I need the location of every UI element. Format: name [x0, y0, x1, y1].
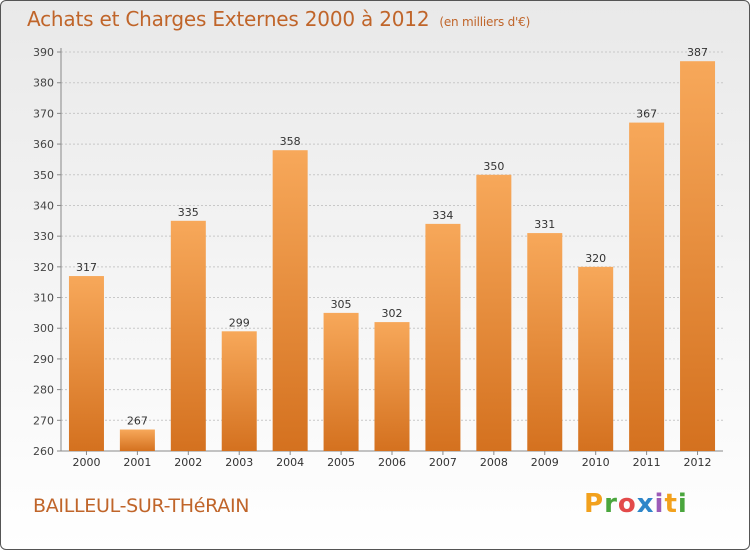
data-label: 302: [382, 307, 403, 320]
x-tick-label: 2007: [429, 456, 457, 469]
commune-name: BAILLEUL-SUR-THéRAIN: [33, 495, 250, 517]
chart-title-unit: (en milliers d'€): [439, 15, 531, 29]
bars: [68, 61, 716, 451]
x-tick-label: 2001: [123, 456, 151, 469]
bar: [374, 322, 410, 451]
x-tick-label: 2004: [276, 456, 304, 469]
bar: [68, 276, 104, 451]
y-tick-label: 320: [33, 261, 54, 274]
data-label: 320: [585, 252, 606, 265]
y-tick-label: 300: [33, 322, 54, 335]
data-label: 387: [687, 46, 708, 59]
y-tick-label: 350: [33, 169, 54, 182]
data-label: 358: [280, 135, 301, 148]
data-label: 305: [331, 298, 352, 311]
x-tick-label: 2002: [174, 456, 202, 469]
bar: [527, 233, 563, 451]
x-tick-label: 2011: [633, 456, 661, 469]
x-tick-label: 2003: [225, 456, 253, 469]
y-tick-label: 390: [33, 46, 54, 59]
chart-title-text: Achats et Charges Externes 2000 à 2012: [27, 7, 430, 31]
bar: [629, 122, 665, 451]
labels: 260 270 280 290 300 310 320 330 340 350 360 370 380 3…: [33, 46, 712, 469]
logo-letter: o: [617, 489, 637, 519]
y-tick-label: 340: [33, 199, 54, 212]
data-label: 335: [178, 206, 199, 219]
y-tick-label: 270: [33, 414, 54, 427]
data-label: 367: [636, 108, 657, 121]
bar: [272, 150, 308, 451]
bar: [170, 220, 206, 451]
logo-letter: x: [636, 489, 655, 519]
x-tick-label: 2005: [327, 456, 355, 469]
y-tick-label: 370: [33, 107, 54, 120]
logo-letter: P: [584, 489, 605, 519]
data-label: 299: [229, 316, 250, 329]
bar: [425, 223, 461, 451]
y-tick-label: 360: [33, 138, 54, 151]
bar: [323, 312, 359, 451]
data-label: 267: [127, 415, 148, 428]
y-tick-label: 310: [33, 292, 54, 305]
bar: [221, 331, 257, 451]
data-label: 350: [483, 160, 504, 173]
bar: [578, 266, 614, 451]
x-tick-label: 2008: [480, 456, 508, 469]
data-label: 334: [432, 209, 453, 222]
data-label: 317: [76, 261, 97, 274]
y-tick-label: 280: [33, 384, 54, 397]
y-tick-label: 380: [33, 77, 54, 90]
bar: [680, 61, 716, 451]
bar: [119, 429, 155, 451]
x-tick-label: 2009: [531, 456, 559, 469]
y-tick-label: 290: [33, 353, 54, 366]
proxiti-logo: Proxiti: [584, 489, 688, 519]
chart-title: Achats et Charges Externes 2000 à 2012 (e…: [27, 7, 530, 31]
x-tick-label: 2000: [72, 456, 100, 469]
x-tick-label: 2010: [582, 456, 610, 469]
logo-letter: i: [677, 489, 688, 519]
y-tick-label: 260: [33, 445, 54, 458]
data-label: 331: [534, 218, 555, 231]
logo-letter: r: [604, 489, 618, 519]
logo-letter: i: [654, 489, 665, 519]
y-tick-label: 330: [33, 230, 54, 243]
x-tick-label: 2012: [684, 456, 712, 469]
bar: [476, 174, 512, 451]
x-tick-label: 2006: [378, 456, 406, 469]
logo-letter: t: [664, 489, 678, 519]
